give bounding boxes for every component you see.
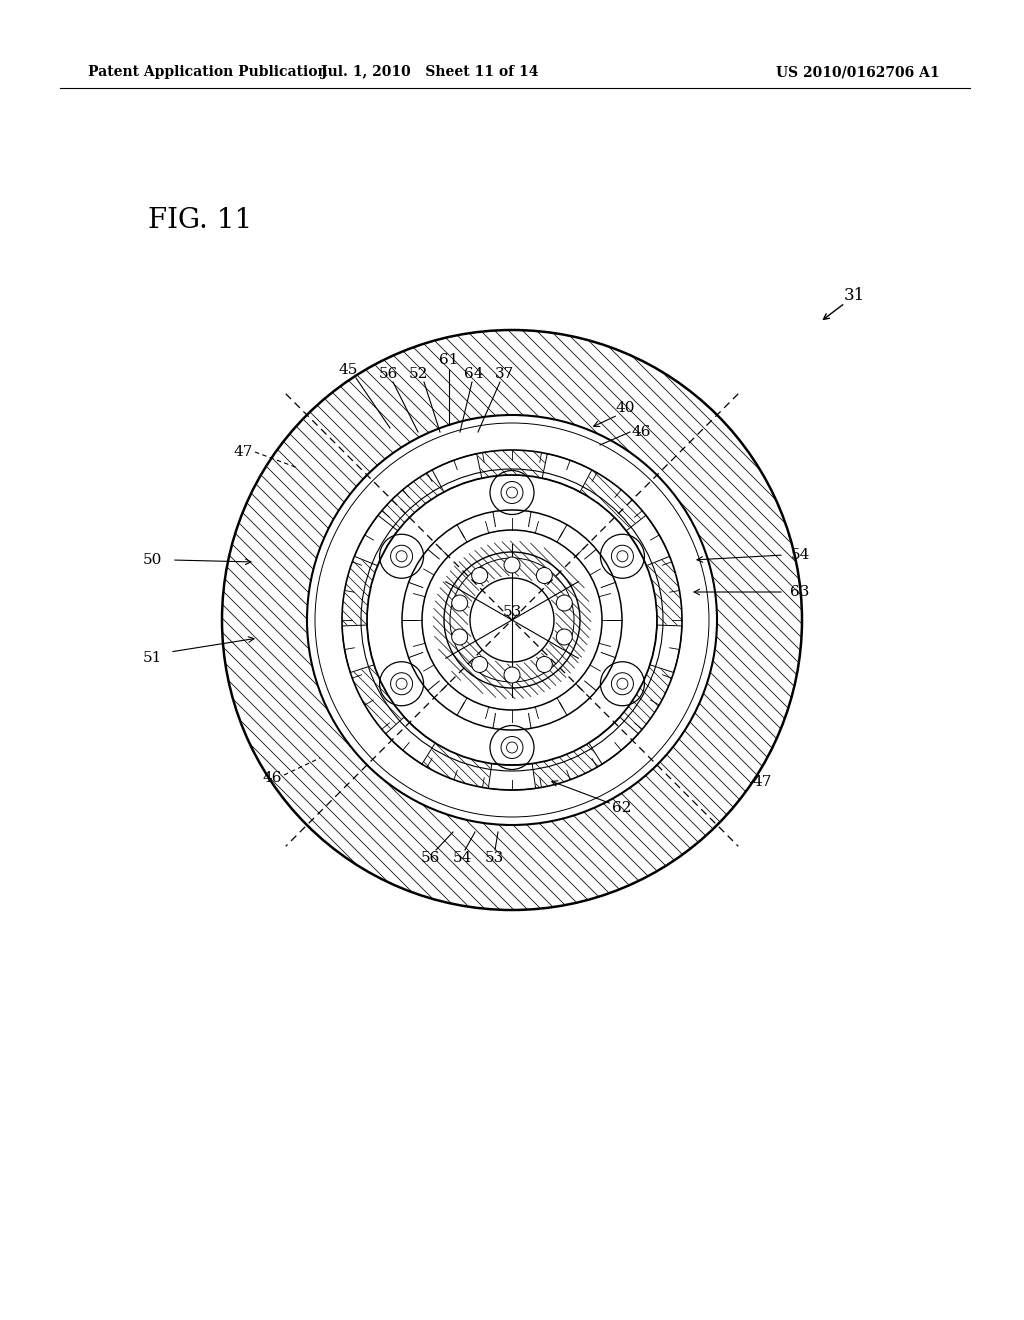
Text: 54: 54 <box>791 548 810 562</box>
Text: 56: 56 <box>378 367 397 381</box>
Circle shape <box>472 568 487 583</box>
Text: 45: 45 <box>338 363 357 378</box>
Text: 50: 50 <box>142 553 162 568</box>
Circle shape <box>537 568 552 583</box>
Text: 53: 53 <box>484 851 504 865</box>
Text: Patent Application Publication: Patent Application Publication <box>88 65 328 79</box>
Circle shape <box>396 678 408 689</box>
Circle shape <box>504 557 520 573</box>
Polygon shape <box>354 515 397 566</box>
Circle shape <box>452 595 468 611</box>
Circle shape <box>556 595 572 611</box>
Polygon shape <box>342 626 374 672</box>
Text: 64: 64 <box>464 367 483 381</box>
Text: 63: 63 <box>791 585 810 599</box>
Circle shape <box>507 742 517 752</box>
Text: 37: 37 <box>495 367 514 381</box>
Text: 47: 47 <box>753 775 772 789</box>
Text: 62: 62 <box>612 801 632 814</box>
Polygon shape <box>488 763 536 789</box>
Polygon shape <box>542 454 592 492</box>
Text: 56: 56 <box>420 851 439 865</box>
Text: 46: 46 <box>631 425 650 440</box>
Text: 52: 52 <box>409 367 428 381</box>
Text: 51: 51 <box>142 651 162 665</box>
Text: 47: 47 <box>233 445 253 459</box>
Text: 46: 46 <box>262 771 282 785</box>
Text: 53: 53 <box>503 605 521 619</box>
Circle shape <box>472 656 487 672</box>
Text: 40: 40 <box>615 401 635 414</box>
Circle shape <box>396 550 408 562</box>
Circle shape <box>616 550 628 562</box>
Text: Jul. 1, 2010   Sheet 11 of 14: Jul. 1, 2010 Sheet 11 of 14 <box>322 65 539 79</box>
Circle shape <box>452 630 468 645</box>
Circle shape <box>537 656 552 672</box>
Polygon shape <box>627 515 670 566</box>
Polygon shape <box>432 454 482 492</box>
Circle shape <box>504 667 520 682</box>
Polygon shape <box>589 717 638 764</box>
Text: 54: 54 <box>453 851 472 865</box>
Text: 61: 61 <box>439 352 459 367</box>
Text: US 2010/0162706 A1: US 2010/0162706 A1 <box>776 65 940 79</box>
Polygon shape <box>650 626 682 672</box>
Circle shape <box>616 678 628 689</box>
Circle shape <box>507 487 517 498</box>
Text: 31: 31 <box>844 286 864 304</box>
Text: FIG. 11: FIG. 11 <box>148 206 252 234</box>
Polygon shape <box>386 717 435 764</box>
Circle shape <box>556 630 572 645</box>
